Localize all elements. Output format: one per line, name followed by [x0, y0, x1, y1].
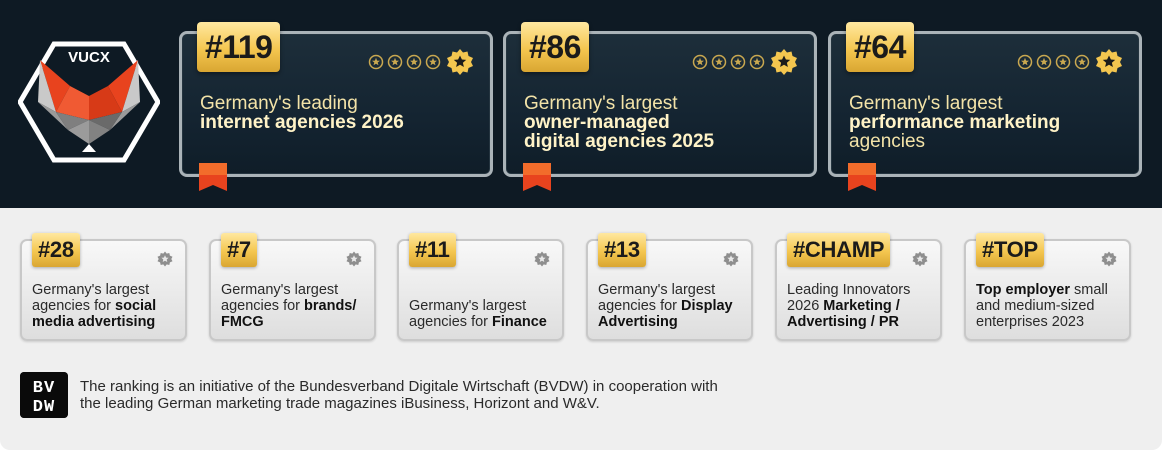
star-icon: [425, 54, 441, 70]
footer-text: The ranking is an initiative of the Bund…: [80, 378, 718, 412]
star-seal-icon: [1096, 49, 1122, 75]
ranking-card-display-advertising: #13 Germany's largest agencies for Displ…: [586, 233, 753, 341]
ranking-bold: brands/ FMCG: [221, 298, 357, 330]
ranking-description: Leading Innovators 2026 Marketing / Adve…: [787, 282, 937, 330]
ranking-bold: Finance: [492, 314, 547, 330]
ranking-card-leading-innovators: #CHAMP Leading Innovators 2026 Marketing…: [775, 233, 942, 341]
ranking-card-performance-marketing: #64 Germany's largest performance market…: [828, 22, 1142, 191]
ranking-line: small and medium-sized enterprises 2023: [976, 282, 1108, 330]
ranking-card-finance: #11 Germany's largest agencies for Finan…: [397, 233, 564, 341]
ranking-line: Leading Innovators 2026: [787, 282, 911, 314]
star-icon: [692, 54, 708, 70]
star-seal-icon: [1101, 251, 1117, 267]
logo-text: VUCX: [68, 49, 110, 66]
star-icon: [749, 54, 765, 70]
svg-text:DW: DW: [33, 398, 55, 417]
rank-badge: #28: [32, 233, 80, 267]
ranking-line: Germany's largest agencies for: [221, 282, 339, 314]
rank-badge: #11: [409, 233, 456, 267]
star-rating: [692, 48, 798, 76]
star-icon: [406, 54, 422, 70]
star-rating: [368, 48, 474, 76]
rank-badge: #13: [598, 233, 646, 267]
ranking-bold: social media advertising: [32, 298, 157, 330]
footer: BV DW The ranking is an initiative of th…: [20, 372, 740, 418]
bvdw-logo: BV DW: [20, 372, 68, 418]
star-rating: [1017, 48, 1123, 76]
rank-badge: #64: [846, 22, 914, 72]
star-icon: [730, 54, 746, 70]
rank-badge: #CHAMP: [787, 233, 891, 267]
star-icon: [711, 54, 727, 70]
ranking-description: Germany's largest agencies for Display A…: [598, 282, 748, 330]
vucx-fox-logo: VUCX: [18, 41, 160, 163]
star-seal-icon: [723, 251, 739, 267]
rank-badge: #86: [521, 22, 589, 72]
star-icon: [1036, 54, 1052, 70]
ranking-card-top-employer: #TOP Top employer small and medium-sized…: [964, 233, 1131, 341]
rank-badge: #119: [197, 22, 281, 72]
ranking-card-social-media: #28 Germany's largest agencies for socia…: [20, 233, 187, 341]
star-icon: [1055, 54, 1071, 70]
ranking-line: Germany's largest agencies for: [598, 282, 716, 314]
svg-text:BV: BV: [33, 379, 55, 398]
star-icon: [1074, 54, 1090, 70]
ranking-bold: internet agencies 2026: [200, 112, 404, 133]
ranking-description: Germany's largest agencies for social me…: [32, 282, 182, 330]
star-seal-icon: [912, 251, 928, 267]
ranking-description: Top employer small and medium-sized ente…: [976, 282, 1126, 330]
ranking-description: Germany's leading internet agencies 2026: [200, 94, 480, 132]
star-seal-icon: [447, 49, 473, 75]
ranking-card-brands-fmcg: #7 Germany's largest agencies for brands…: [209, 233, 376, 341]
rank-badge: #TOP: [976, 233, 1044, 267]
ranking-bold: Marketing / Advertising / PR: [787, 298, 900, 330]
ranking-bold: performance marketing: [849, 112, 1061, 133]
star-seal-icon: [157, 251, 173, 267]
bookmark-ribbon-icon: [523, 163, 551, 191]
ranking-line: Germany's largest agencies for: [409, 298, 527, 330]
ranking-line: Germany's largest: [524, 93, 678, 114]
star-icon: [1017, 54, 1033, 70]
ranking-description: Germany's largest agencies for Finance: [409, 298, 559, 330]
star-seal-icon: [534, 251, 550, 267]
star-icon: [368, 54, 384, 70]
ranking-card-internet-agencies: #119 Germany's leading internet agencies…: [179, 22, 493, 191]
star-icon: [387, 54, 403, 70]
rank-badge: #7: [221, 233, 257, 267]
ranking-bold: Top employer: [976, 282, 1070, 298]
ranking-line: Germany's largest agencies for: [32, 282, 150, 314]
star-seal-icon: [771, 49, 797, 75]
bookmark-ribbon-icon: [848, 163, 876, 191]
ranking-line: Germany's largest: [849, 93, 1003, 114]
ranking-line: Germany's leading: [200, 93, 358, 114]
ranking-line: agencies: [849, 131, 926, 152]
ranking-description: Germany's largest agencies for brands/ F…: [221, 282, 371, 330]
ranking-description: Germany's largest owner-managed digital …: [524, 94, 804, 151]
ranking-description: Germany's largest performance marketing …: [849, 94, 1129, 151]
star-seal-icon: [346, 251, 362, 267]
ranking-bold: Display Advertising: [598, 298, 733, 330]
ranking-card-owner-managed: #86 Germany's largest owner-managed digi…: [503, 22, 817, 191]
ranking-bold: owner-managed digital agencies 2025: [524, 112, 715, 152]
bookmark-ribbon-icon: [199, 163, 227, 191]
